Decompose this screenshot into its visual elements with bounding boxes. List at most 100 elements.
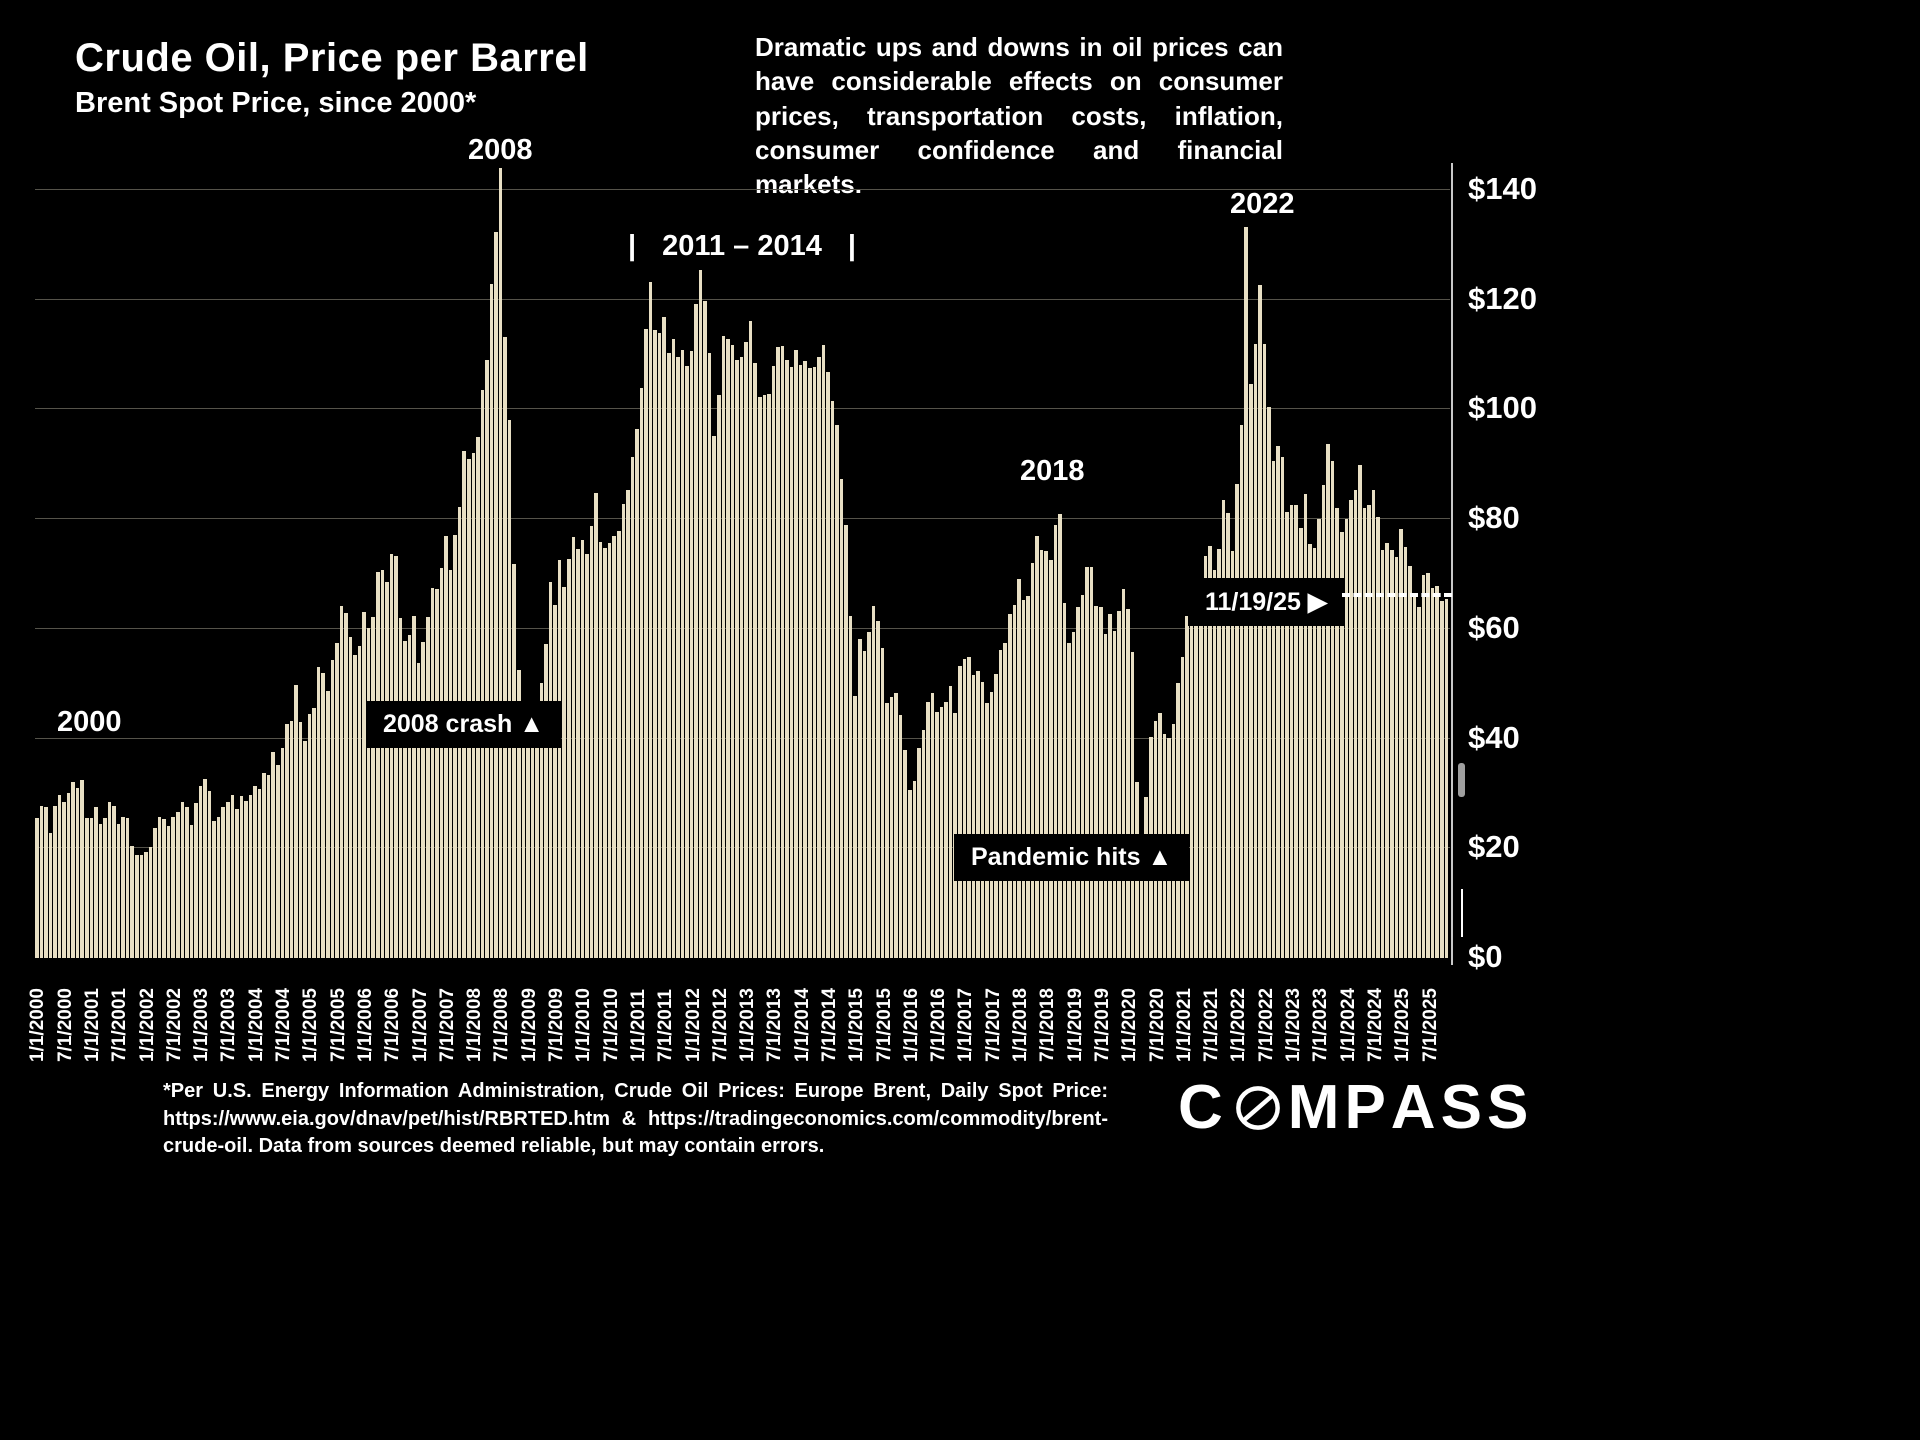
price-bar (535, 702, 539, 958)
price-bar (771, 366, 776, 958)
price-bar (1421, 575, 1426, 958)
price-bar (780, 345, 785, 958)
price-bar (75, 787, 80, 958)
price-bar (1185, 616, 1189, 958)
price-bar (630, 456, 635, 958)
price-bar (944, 702, 948, 958)
price-bar (389, 553, 394, 958)
price-bar (607, 543, 612, 958)
price-bar (1035, 536, 1039, 958)
price-bar (430, 587, 435, 958)
price-bar (694, 303, 698, 958)
price-bar (612, 535, 616, 958)
x-tick-label: 7/1/2004 (273, 988, 294, 1062)
price-bar (676, 357, 680, 958)
price-bar (139, 855, 144, 958)
price-bar (162, 818, 166, 958)
annotation-2000: 2000 (57, 706, 122, 738)
price-bar (198, 786, 203, 958)
price-bar (1053, 525, 1058, 958)
price-bar (1212, 569, 1217, 958)
price-bar (1299, 527, 1303, 958)
gridline (35, 189, 1450, 190)
x-tick-label: 7/1/2010 (600, 988, 622, 1062)
bars-container (35, 160, 1450, 958)
price-bar (107, 802, 112, 958)
price-bar (1253, 343, 1258, 958)
annotation-2008: 2008 (468, 134, 533, 166)
x-tick-label: 1/1/2011 (627, 989, 649, 1062)
x-tick-label: 1/1/2012 (682, 988, 704, 1062)
price-bar (1385, 543, 1389, 958)
y-tick-label: $140 (1468, 171, 1537, 206)
price-bar (194, 802, 198, 958)
price-bar (703, 300, 707, 958)
price-bar (1399, 529, 1403, 958)
price-bar (735, 359, 739, 958)
price-bar (1426, 572, 1430, 958)
price-bar (1344, 518, 1349, 958)
price-bar (503, 337, 507, 958)
price-bar (1094, 605, 1098, 958)
price-bar (903, 749, 907, 958)
x-tick-label: 1/1/2019 (1064, 988, 1086, 1062)
price-bar (885, 702, 889, 958)
logo-letter: P (1344, 1073, 1391, 1142)
logo-letter: C (1178, 1073, 1228, 1142)
price-bar (1249, 384, 1253, 958)
price-bar (1339, 532, 1344, 958)
price-bar (648, 281, 653, 958)
price-bar (239, 795, 244, 958)
price-bar (435, 589, 439, 958)
x-tick-label: 7/1/2003 (218, 988, 240, 1062)
price-bar (530, 720, 535, 958)
x-tick-label: 7/1/2008 (491, 988, 513, 1062)
price-bar (1367, 504, 1371, 958)
y-tick-label: $0 (1468, 939, 1503, 974)
price-bar (1285, 512, 1289, 958)
price-bar (1030, 562, 1035, 958)
price-bar (1408, 565, 1412, 958)
price-bar (312, 708, 316, 958)
price-bar (1349, 499, 1353, 958)
price-bar (1235, 483, 1239, 958)
price-bar (480, 389, 485, 958)
x-tick-label: 1/1/2016 (900, 988, 922, 1062)
price-bar (262, 772, 266, 958)
price-bar (48, 832, 53, 958)
price-bar (680, 350, 685, 958)
page-title: Crude Oil, Price per Barrel (75, 36, 589, 80)
y-tick-label: $20 (1468, 829, 1520, 864)
price-bar (216, 816, 221, 958)
price-bar (398, 617, 403, 958)
price-bar (271, 751, 275, 958)
price-bar (371, 617, 376, 958)
price-bar (185, 807, 189, 958)
intro-paragraph: Dramatic ups and downs in oil prices can… (755, 32, 1283, 200)
source-footnote: *Per U.S. Energy Information Administrat… (163, 1080, 1108, 1158)
price-bar (316, 666, 321, 958)
price-bar (285, 723, 289, 958)
x-tick-label: 7/1/2023 (1310, 988, 1332, 1062)
price-bar (571, 537, 576, 958)
price-bar (103, 817, 107, 958)
range-left-tick: | (628, 230, 637, 262)
price-bar (721, 335, 726, 958)
price-bar (1071, 632, 1076, 958)
price-bar (794, 350, 798, 958)
x-tick-label: 7/1/2000 (54, 988, 76, 1062)
price-bar (553, 604, 557, 958)
price-bar (1098, 607, 1103, 958)
x-tick-label: 7/1/2001 (109, 988, 131, 1062)
price-bar (335, 642, 339, 958)
price-bar (671, 339, 676, 958)
price-bar (171, 816, 175, 958)
x-tick-label: 1/1/2009 (518, 988, 540, 1062)
price-bar (1121, 588, 1126, 958)
price-bar (507, 419, 512, 958)
price-bar (39, 805, 44, 958)
price-bar (1439, 601, 1444, 958)
price-bar (225, 802, 230, 958)
price-bar (512, 563, 516, 958)
price-bar (494, 232, 498, 958)
